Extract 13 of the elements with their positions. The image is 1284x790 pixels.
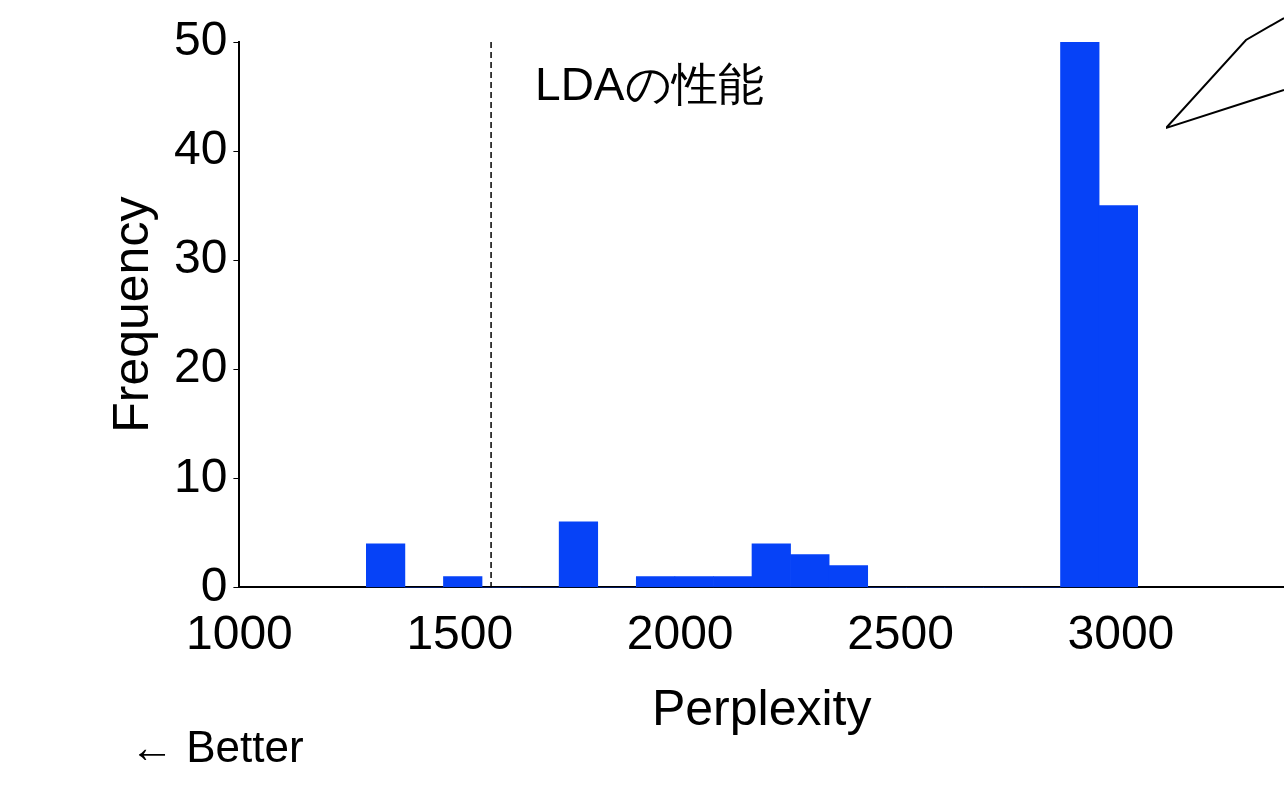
- y-tick-label: 40: [174, 121, 228, 175]
- y-tick-label: 30: [174, 230, 228, 284]
- y-tick-label: 20: [174, 339, 228, 393]
- x-axis-title: Perplexity: [651, 679, 872, 736]
- x-tick-label: 2500: [847, 606, 954, 660]
- ref-line-label: LDAの性能: [535, 57, 764, 110]
- text: ← Better: [130, 722, 304, 772]
- x-tick-label: 3000: [1067, 606, 1175, 660]
- y-tick-label: 50: [174, 12, 228, 66]
- x-tick-label: 2000: [626, 606, 734, 660]
- y-tick-label: 10: [174, 448, 228, 502]
- y-axis-title: Frequency: [102, 196, 159, 433]
- x-tick-label: 1500: [406, 606, 514, 660]
